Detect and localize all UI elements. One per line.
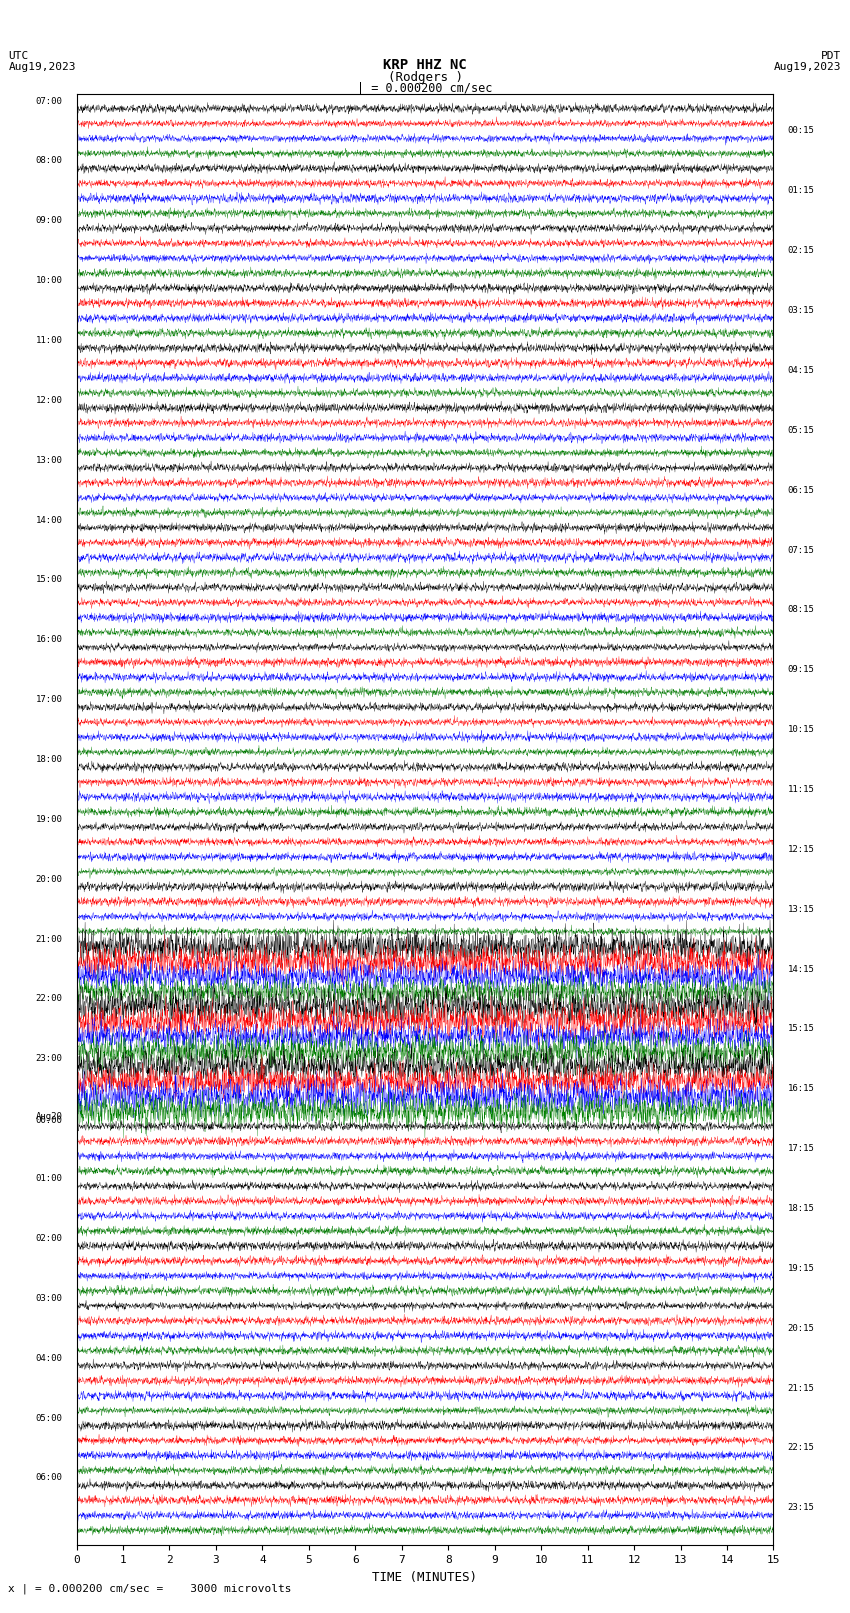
Text: UTC: UTC [8, 52, 29, 61]
Text: 06:00: 06:00 [36, 1473, 63, 1482]
Text: 16:00: 16:00 [36, 636, 63, 644]
Text: 10:15: 10:15 [787, 726, 814, 734]
Text: 08:00: 08:00 [36, 156, 63, 166]
Text: 20:15: 20:15 [787, 1324, 814, 1332]
Text: 22:00: 22:00 [36, 995, 63, 1003]
Text: 15:00: 15:00 [36, 576, 63, 584]
Text: 15:15: 15:15 [787, 1024, 814, 1034]
Text: 01:00: 01:00 [36, 1174, 63, 1182]
Text: | = 0.000200 cm/sec: | = 0.000200 cm/sec [357, 81, 493, 94]
Text: 05:00: 05:00 [36, 1413, 63, 1423]
Text: 14:15: 14:15 [787, 965, 814, 974]
Text: 18:00: 18:00 [36, 755, 63, 765]
Text: 11:15: 11:15 [787, 786, 814, 794]
Text: 06:15: 06:15 [787, 486, 814, 495]
Text: Aug19,2023: Aug19,2023 [774, 61, 842, 71]
Text: 18:15: 18:15 [787, 1203, 814, 1213]
Text: 14:00: 14:00 [36, 516, 63, 524]
Text: KRP HHZ NC: KRP HHZ NC [383, 58, 467, 71]
Text: 03:15: 03:15 [787, 306, 814, 315]
Text: 23:00: 23:00 [36, 1055, 63, 1063]
Text: 16:15: 16:15 [787, 1084, 814, 1094]
Text: 13:15: 13:15 [787, 905, 814, 913]
Text: 02:00: 02:00 [36, 1234, 63, 1244]
Text: 22:15: 22:15 [787, 1444, 814, 1452]
Text: (Rodgers ): (Rodgers ) [388, 71, 462, 84]
Text: 21:15: 21:15 [787, 1384, 814, 1392]
Text: Aug20: Aug20 [36, 1111, 63, 1121]
Text: 12:15: 12:15 [787, 845, 814, 853]
X-axis label: TIME (MINUTES): TIME (MINUTES) [372, 1571, 478, 1584]
Text: PDT: PDT [821, 52, 842, 61]
Text: 10:00: 10:00 [36, 276, 63, 286]
Text: 07:00: 07:00 [36, 97, 63, 105]
Text: 03:00: 03:00 [36, 1294, 63, 1303]
Text: 00:15: 00:15 [787, 126, 814, 135]
Text: 01:15: 01:15 [787, 187, 814, 195]
Text: 19:00: 19:00 [36, 815, 63, 824]
Text: 09:15: 09:15 [787, 665, 814, 674]
Text: 00:00: 00:00 [36, 1116, 63, 1126]
Text: 05:15: 05:15 [787, 426, 814, 436]
Text: 19:15: 19:15 [787, 1265, 814, 1273]
Text: 20:00: 20:00 [36, 874, 63, 884]
Text: 02:15: 02:15 [787, 247, 814, 255]
Text: 08:15: 08:15 [787, 605, 814, 615]
Text: 07:15: 07:15 [787, 545, 814, 555]
Text: Aug19,2023: Aug19,2023 [8, 61, 76, 71]
Text: 21:00: 21:00 [36, 934, 63, 944]
Text: x | = 0.000200 cm/sec =    3000 microvolts: x | = 0.000200 cm/sec = 3000 microvolts [8, 1582, 292, 1594]
Text: 23:15: 23:15 [787, 1503, 814, 1513]
Text: 13:00: 13:00 [36, 456, 63, 465]
Text: 12:00: 12:00 [36, 395, 63, 405]
Text: 17:00: 17:00 [36, 695, 63, 705]
Text: 09:00: 09:00 [36, 216, 63, 226]
Text: 04:00: 04:00 [36, 1353, 63, 1363]
Text: 11:00: 11:00 [36, 336, 63, 345]
Text: 17:15: 17:15 [787, 1144, 814, 1153]
Text: 04:15: 04:15 [787, 366, 814, 374]
